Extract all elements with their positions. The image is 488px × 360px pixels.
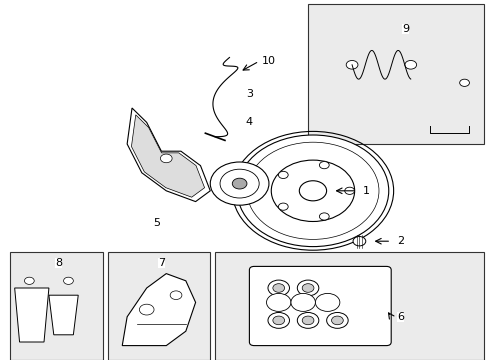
Circle shape xyxy=(290,293,315,311)
Circle shape xyxy=(139,304,154,315)
Circle shape xyxy=(272,316,284,325)
Circle shape xyxy=(297,312,318,328)
Polygon shape xyxy=(215,252,483,360)
Text: 10: 10 xyxy=(262,56,275,66)
Circle shape xyxy=(271,160,354,221)
Text: 7: 7 xyxy=(158,258,164,268)
Circle shape xyxy=(297,280,318,296)
Text: 8: 8 xyxy=(55,258,62,268)
Text: 9: 9 xyxy=(402,24,408,34)
Polygon shape xyxy=(10,252,102,360)
Circle shape xyxy=(346,60,357,69)
Circle shape xyxy=(302,316,313,325)
Circle shape xyxy=(170,291,182,300)
Text: 6: 6 xyxy=(397,312,404,322)
Circle shape xyxy=(267,280,289,296)
Circle shape xyxy=(237,135,388,247)
Polygon shape xyxy=(131,115,204,197)
Circle shape xyxy=(232,178,246,189)
Circle shape xyxy=(160,154,172,163)
Circle shape xyxy=(352,237,365,246)
Circle shape xyxy=(299,181,326,201)
Circle shape xyxy=(220,169,259,198)
Circle shape xyxy=(63,277,73,284)
Text: 5: 5 xyxy=(153,218,160,228)
Circle shape xyxy=(266,293,290,311)
Circle shape xyxy=(278,171,287,179)
Text: 1: 1 xyxy=(363,186,369,196)
Circle shape xyxy=(344,187,354,194)
Polygon shape xyxy=(122,274,195,346)
Polygon shape xyxy=(15,288,49,342)
Circle shape xyxy=(404,60,416,69)
Circle shape xyxy=(326,312,347,328)
Circle shape xyxy=(459,79,468,86)
Circle shape xyxy=(272,284,284,292)
Text: 2: 2 xyxy=(397,236,404,246)
Polygon shape xyxy=(107,252,210,360)
Text: 3: 3 xyxy=(245,89,252,99)
Circle shape xyxy=(331,316,343,325)
Circle shape xyxy=(315,293,339,311)
Circle shape xyxy=(278,203,287,210)
Circle shape xyxy=(319,162,328,169)
Circle shape xyxy=(24,277,34,284)
Circle shape xyxy=(210,162,268,205)
Polygon shape xyxy=(127,108,210,202)
Text: 4: 4 xyxy=(245,117,252,127)
FancyBboxPatch shape xyxy=(249,266,390,346)
Circle shape xyxy=(267,312,289,328)
Circle shape xyxy=(302,284,313,292)
Circle shape xyxy=(319,213,328,220)
Polygon shape xyxy=(307,4,483,144)
Polygon shape xyxy=(49,295,78,335)
